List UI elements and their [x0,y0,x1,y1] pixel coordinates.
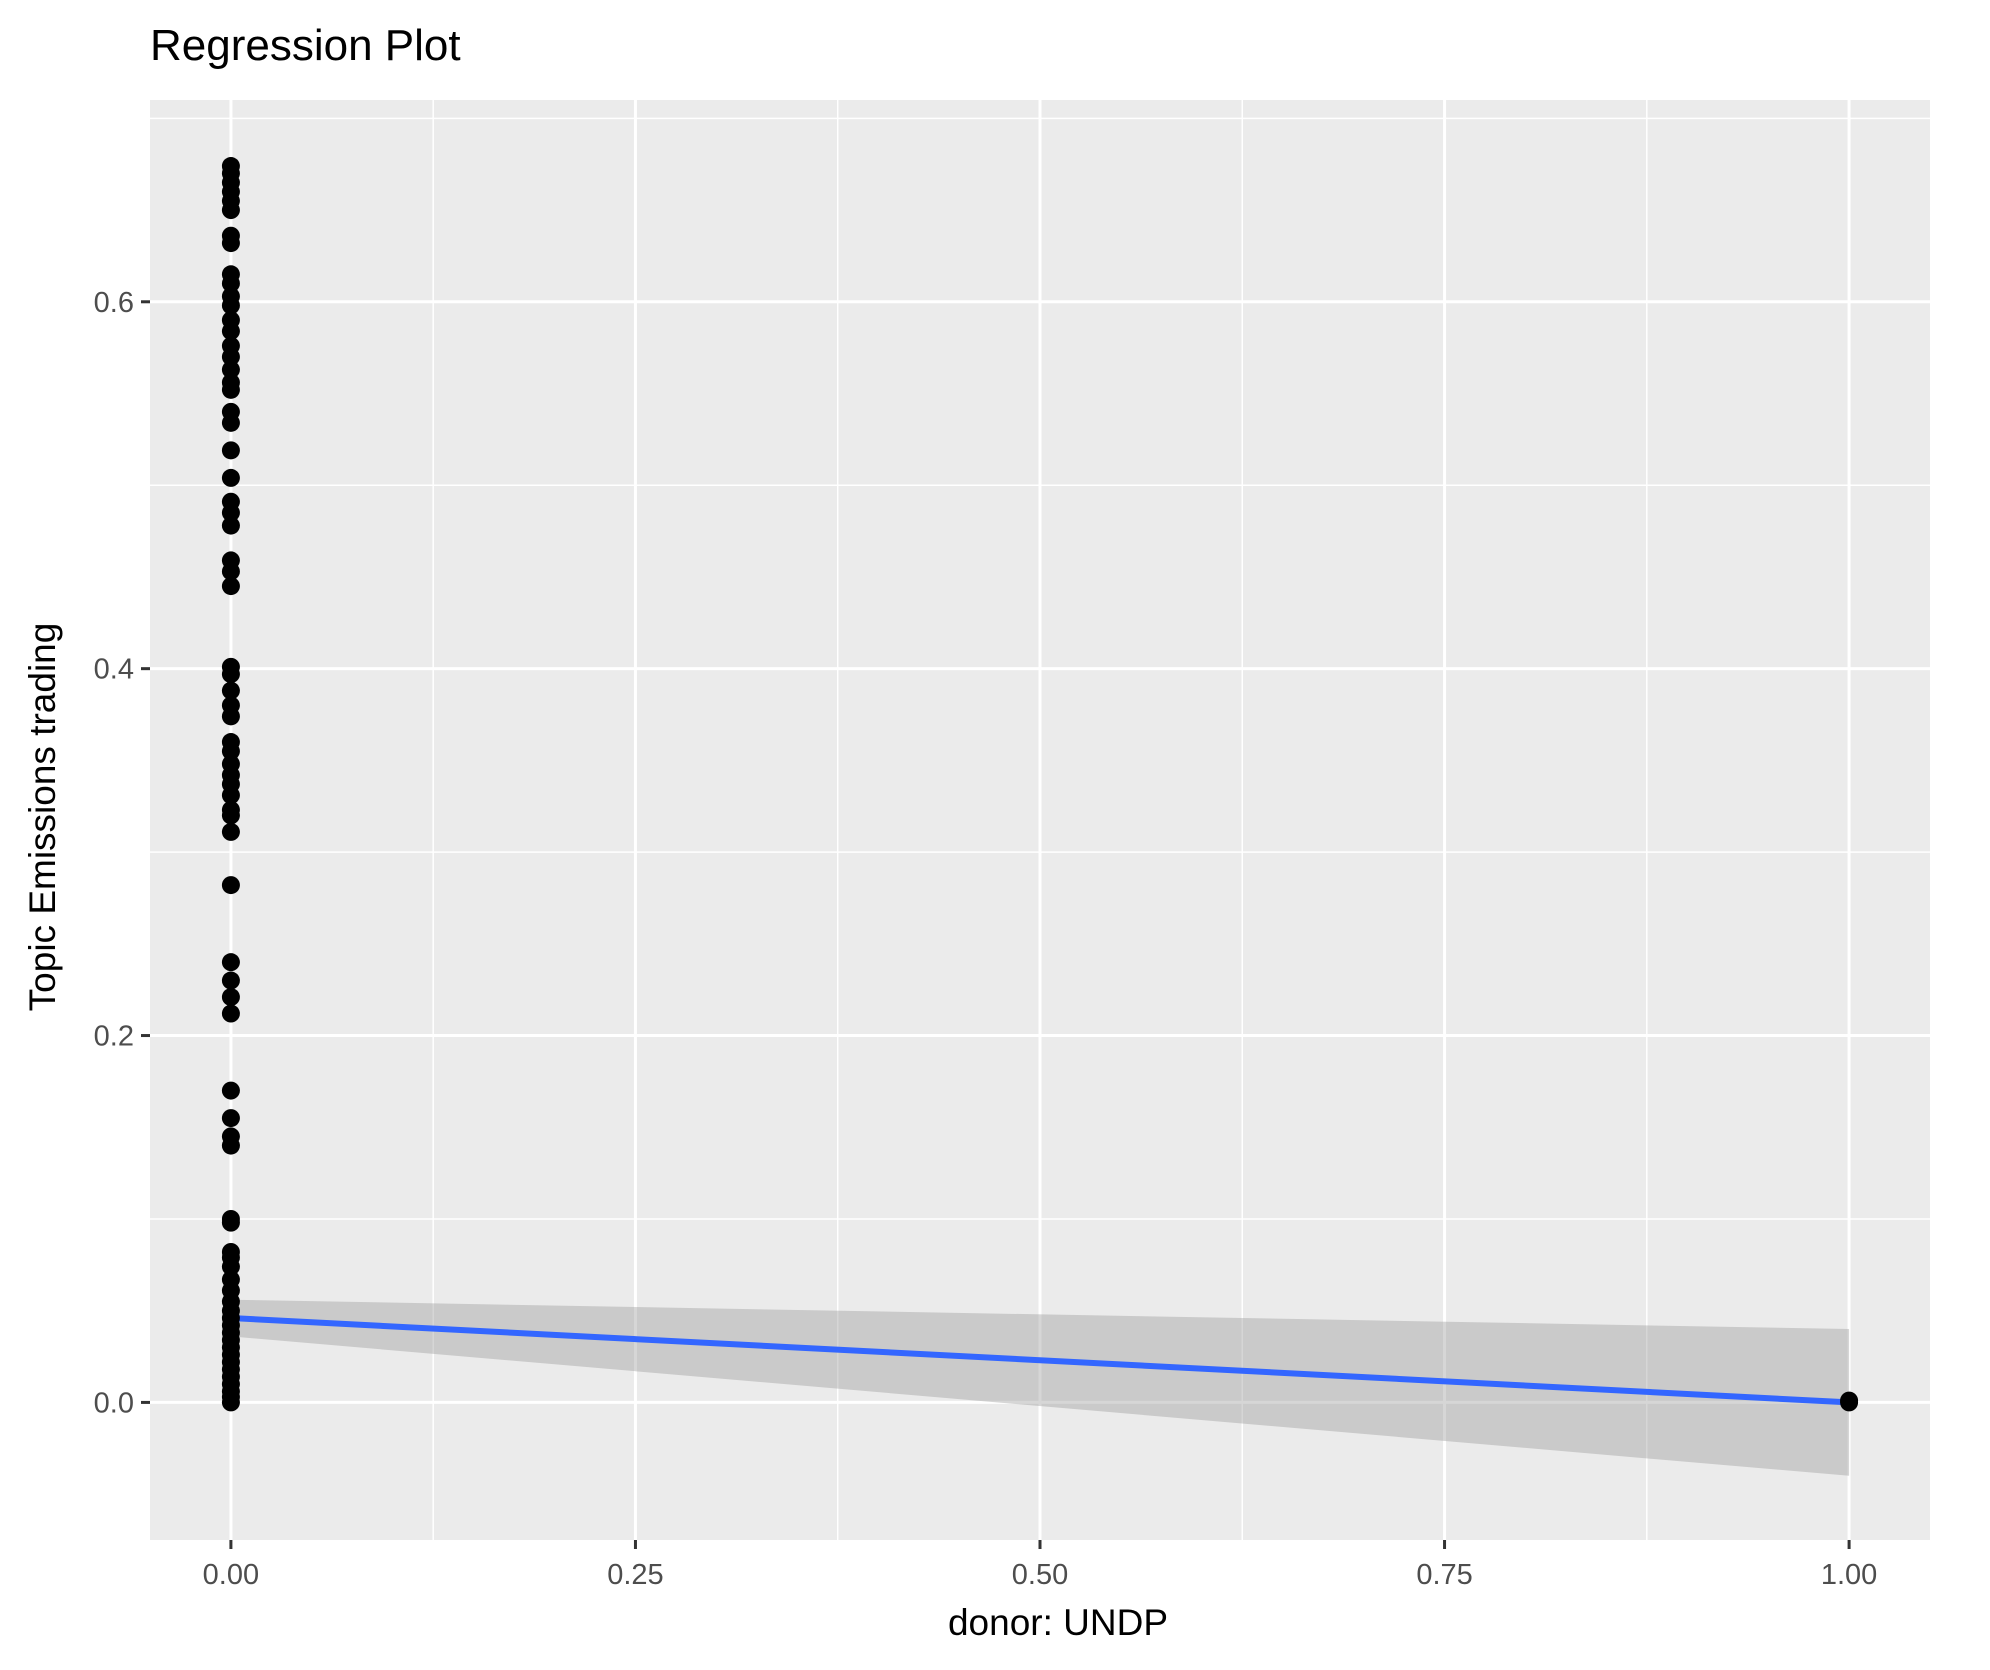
data-point [221,822,240,841]
data-point [221,707,240,726]
data-point [221,1136,240,1155]
data-point [221,468,240,487]
data-point [221,1004,240,1023]
y-tick-label: 0.2 [94,1021,134,1053]
data-point [221,380,240,399]
regression-fit-line [230,1315,1850,1406]
y-tick-label: 0.6 [94,287,134,319]
data-point [221,742,240,761]
data-point [221,577,240,596]
data-point [221,1109,240,1128]
data-point [221,1393,240,1412]
data-point [221,234,240,253]
data-point [221,516,240,535]
data-point [221,971,240,990]
data-point [221,413,240,432]
x-axis-title: donor: UNDP [948,1602,1168,1643]
data-point [221,562,240,581]
data-point [221,953,240,972]
y-tick-label: 0.0 [94,1387,134,1419]
y-axis: 0.0 0.2 0.4 0.6 [94,287,150,1419]
data-point [221,876,240,895]
data-point [221,441,240,460]
data-point [221,347,240,366]
data-point [1840,1391,1859,1410]
data-point [221,296,240,315]
data-point [221,360,240,379]
x-tick-label: 0.25 [607,1559,663,1591]
data-point [221,665,240,684]
x-tick-label: 0.50 [1012,1559,1068,1591]
data-point [221,1257,240,1276]
data-point [221,201,240,220]
scatter-points-layer [221,157,1859,1412]
data-point [221,322,240,341]
confidence-band-layer [230,1299,1850,1476]
y-axis-title: Topic Emissions trading [22,623,63,1012]
data-point [221,274,240,293]
data-point [221,786,240,805]
x-tick-label: 0.75 [1416,1559,1472,1591]
data-point [221,681,240,700]
x-axis: 0.00 0.25 0.50 0.75 1.00 [203,1540,1877,1591]
confidence-band [230,1299,1850,1476]
data-point [221,988,240,1007]
data-point [221,1081,240,1100]
data-point [221,806,240,825]
data-point [221,1213,240,1232]
chart-title: Regression Plot [150,21,461,70]
y-tick-label: 0.4 [94,654,134,686]
x-tick-label: 0.00 [203,1559,259,1591]
x-tick-label: 1.00 [1821,1559,1877,1591]
data-point [221,503,240,522]
fit-line-layer [230,1315,1850,1406]
